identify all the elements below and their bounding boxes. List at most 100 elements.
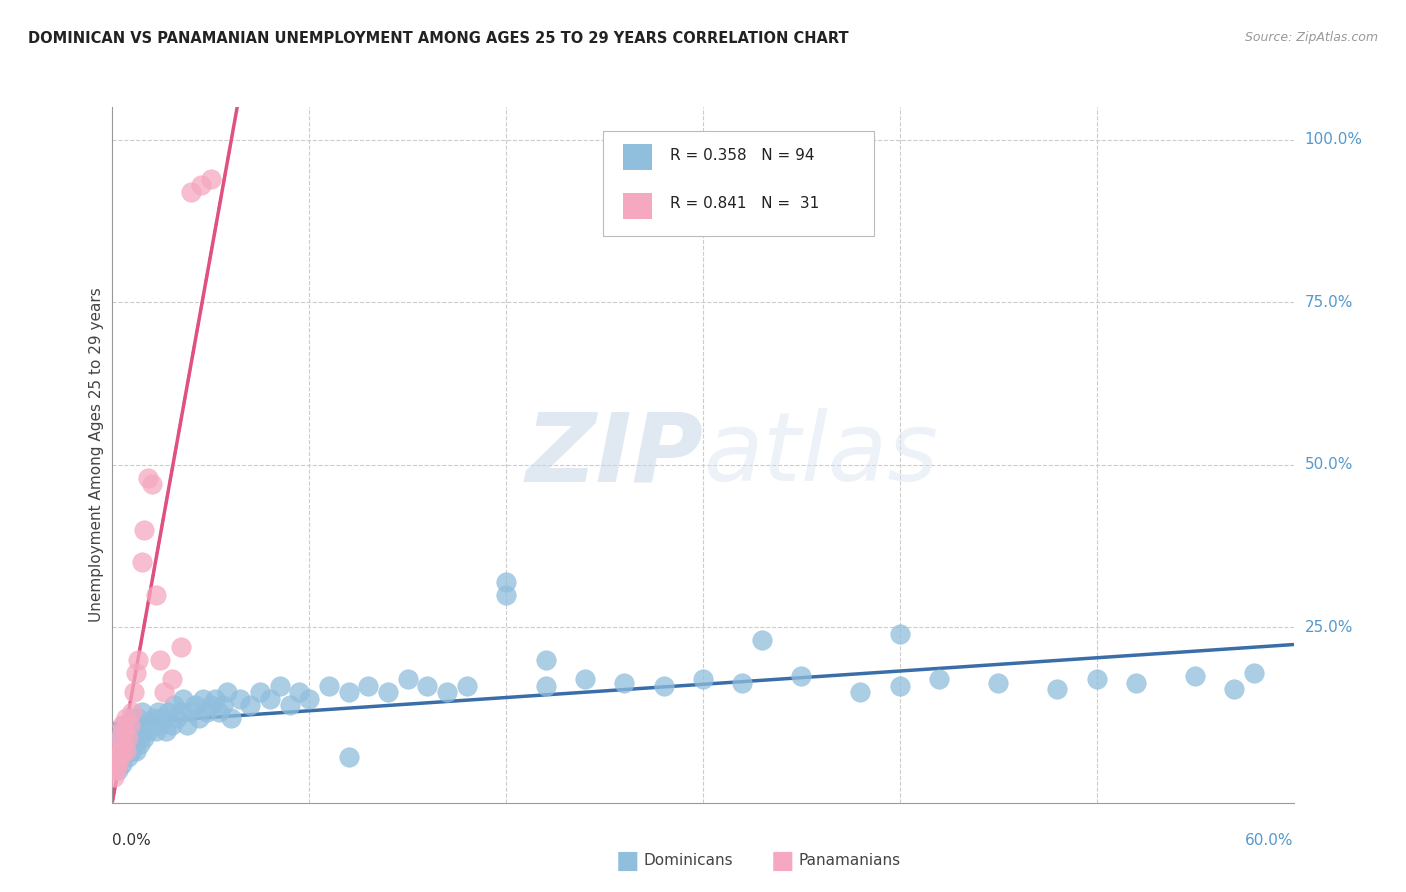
Point xyxy=(121,711,143,725)
Point xyxy=(751,633,773,648)
Point xyxy=(1125,675,1147,690)
Point xyxy=(112,737,135,751)
Point xyxy=(298,691,321,706)
Point xyxy=(146,705,169,719)
Point xyxy=(188,711,211,725)
Point xyxy=(208,705,231,719)
Point xyxy=(115,711,138,725)
Text: Panamanians: Panamanians xyxy=(799,854,901,868)
Point xyxy=(111,724,134,739)
Point xyxy=(149,718,172,732)
Point xyxy=(180,705,202,719)
Text: 50.0%: 50.0% xyxy=(1305,458,1353,472)
Point xyxy=(115,744,138,758)
Point xyxy=(534,679,557,693)
Point xyxy=(1243,665,1265,680)
Point xyxy=(889,626,911,640)
Point xyxy=(219,711,242,725)
Point xyxy=(318,679,340,693)
Point xyxy=(652,679,675,693)
FancyBboxPatch shape xyxy=(623,193,652,219)
Point xyxy=(928,672,950,686)
Point xyxy=(190,178,212,192)
Point xyxy=(155,724,177,739)
Point xyxy=(200,171,222,186)
Text: 0.0%: 0.0% xyxy=(112,833,152,848)
Point xyxy=(156,705,179,719)
Point xyxy=(111,744,134,758)
Point xyxy=(396,672,419,686)
Point xyxy=(112,724,135,739)
Point xyxy=(534,653,557,667)
Text: ■: ■ xyxy=(616,849,640,872)
Point xyxy=(613,675,636,690)
Point xyxy=(278,698,301,713)
Text: 75.0%: 75.0% xyxy=(1305,294,1353,310)
Point xyxy=(131,705,153,719)
Point xyxy=(790,669,813,683)
Point xyxy=(112,718,135,732)
Point xyxy=(357,679,380,693)
Point xyxy=(120,737,142,751)
Point xyxy=(141,477,163,491)
Text: 25.0%: 25.0% xyxy=(1305,620,1353,635)
Point xyxy=(160,672,183,686)
Point xyxy=(987,675,1010,690)
Point xyxy=(121,705,143,719)
Text: Dominicans: Dominicans xyxy=(644,854,734,868)
Text: R = 0.358   N = 94: R = 0.358 N = 94 xyxy=(669,148,814,162)
Point xyxy=(692,672,714,686)
Point xyxy=(117,731,139,745)
Point xyxy=(136,471,159,485)
Point xyxy=(127,731,149,745)
Point xyxy=(110,731,132,745)
Y-axis label: Unemployment Among Ages 25 to 29 years: Unemployment Among Ages 25 to 29 years xyxy=(89,287,104,623)
Point xyxy=(120,718,142,732)
Point xyxy=(229,691,252,706)
Point xyxy=(211,698,233,713)
Point xyxy=(131,724,153,739)
Point xyxy=(288,685,311,699)
Point xyxy=(337,750,360,764)
Point xyxy=(436,685,458,699)
Point xyxy=(1184,669,1206,683)
Point xyxy=(129,737,152,751)
Point xyxy=(152,685,174,699)
Point xyxy=(145,588,167,602)
Point xyxy=(162,698,184,713)
Point xyxy=(122,724,145,739)
Point xyxy=(195,705,218,719)
Point xyxy=(416,679,439,693)
Point xyxy=(125,744,148,758)
Point xyxy=(103,770,125,784)
FancyBboxPatch shape xyxy=(603,131,875,235)
Point xyxy=(145,724,167,739)
Text: atlas: atlas xyxy=(703,409,938,501)
Point xyxy=(121,731,143,745)
Point xyxy=(115,744,138,758)
Point xyxy=(107,744,129,758)
Point xyxy=(117,750,139,764)
Point xyxy=(204,691,226,706)
Point xyxy=(200,698,222,713)
Point xyxy=(107,756,129,771)
Point xyxy=(166,711,188,725)
Point xyxy=(141,718,163,732)
Point xyxy=(337,685,360,699)
Point xyxy=(132,523,155,537)
Point xyxy=(377,685,399,699)
Point xyxy=(105,750,128,764)
Point xyxy=(120,718,142,732)
Point xyxy=(849,685,872,699)
Point xyxy=(111,744,134,758)
Text: 100.0%: 100.0% xyxy=(1305,132,1362,147)
Text: ■: ■ xyxy=(770,849,794,872)
Point xyxy=(110,750,132,764)
Point xyxy=(122,737,145,751)
Point xyxy=(105,764,128,778)
Point xyxy=(131,555,153,569)
Point xyxy=(110,731,132,745)
Point xyxy=(160,718,183,732)
Point xyxy=(191,691,214,706)
Point xyxy=(127,711,149,725)
